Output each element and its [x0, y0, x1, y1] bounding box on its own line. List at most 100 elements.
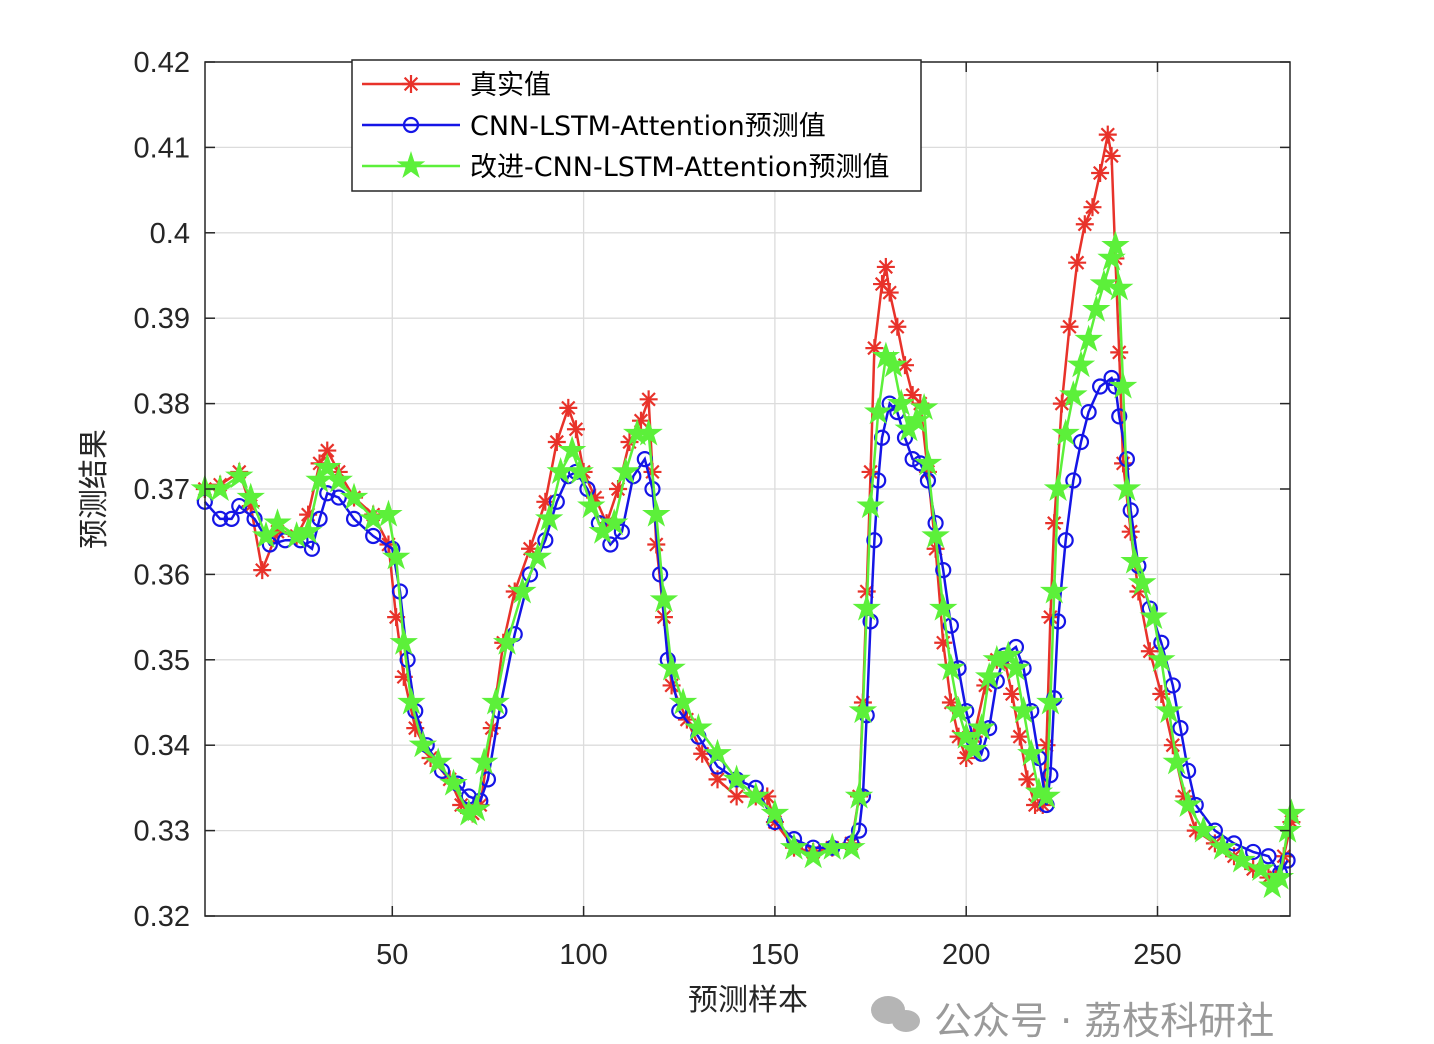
- data-point-star: [1036, 687, 1065, 715]
- data-point-star: [959, 734, 989, 762]
- data-point-star: [1105, 273, 1134, 301]
- data-point-asterisk: [1068, 253, 1087, 272]
- data-point-star: [760, 798, 790, 826]
- data-point-star: [534, 503, 564, 531]
- data-point-asterisk: [1102, 146, 1121, 165]
- data-point-star: [1112, 474, 1142, 502]
- data-point-star: [684, 713, 713, 741]
- data-point-circle: [345, 510, 363, 527]
- data-point-star: [936, 653, 966, 681]
- data-point-star: [668, 687, 698, 715]
- y-tick-label: 0.41: [134, 132, 190, 164]
- data-point-star: [1127, 567, 1157, 596]
- data-point-star: [1147, 644, 1176, 672]
- data-point-star: [1074, 324, 1103, 352]
- data-point-asterisk: [1110, 343, 1129, 362]
- data-point-asterisk: [880, 283, 899, 302]
- data-point-star: [913, 448, 943, 476]
- data-point-asterisk: [1018, 770, 1037, 789]
- legend-label: 改进-CNN-LSTM-Attention预测值: [470, 152, 889, 183]
- data-point-star: [634, 418, 663, 446]
- data-point-asterisk: [1003, 684, 1022, 703]
- data-point-star: [469, 747, 499, 775]
- data-point-star: [565, 456, 594, 484]
- data-point-asterisk: [888, 317, 907, 336]
- data-point-star: [1059, 380, 1088, 408]
- data-point-star: [1265, 862, 1295, 890]
- wechat-icon: [871, 996, 920, 1032]
- legend-marker-star-icon: [396, 151, 426, 179]
- x-tick-label: 150: [751, 939, 799, 971]
- data-point-circle: [1172, 720, 1189, 737]
- data-point-star: [225, 461, 254, 489]
- data-point-circle: [1103, 369, 1120, 387]
- y-tick-label: 0.36: [134, 559, 190, 591]
- data-point-star: [921, 521, 950, 549]
- watermark: 公众号 · 荔枝科研社: [871, 996, 1274, 1043]
- data-point-star: [236, 482, 265, 510]
- data-point-star: [1009, 696, 1038, 724]
- y-tick-label: 0.4: [150, 218, 190, 250]
- data-point-asterisk: [876, 257, 895, 276]
- legend-marker-circle-icon: [402, 116, 420, 134]
- watermark-text: 公众号 · 荔枝科研社: [934, 999, 1274, 1043]
- data-point-star: [1101, 230, 1130, 258]
- data-point-star: [263, 508, 292, 536]
- data-point-asterisk: [1091, 164, 1110, 183]
- data-point-star: [1189, 815, 1218, 843]
- data-point-star: [1039, 576, 1069, 604]
- data-point-star: [1173, 790, 1203, 818]
- data-point-circle: [709, 758, 726, 775]
- data-point-star: [848, 696, 878, 724]
- data-point-star: [492, 627, 522, 655]
- data-point-circle: [212, 510, 229, 527]
- data-point-star: [1043, 474, 1073, 502]
- data-point-asterisk: [1075, 215, 1094, 234]
- legend-item-1: 真实值: [362, 70, 551, 101]
- series-2: [196, 369, 1296, 882]
- data-point-circle: [1072, 433, 1090, 451]
- data-point-circle: [365, 527, 382, 545]
- legend-label: CNN-LSTM-Attention预测值: [470, 111, 826, 142]
- data-point-circle: [602, 536, 619, 553]
- data-point-asterisk: [1098, 125, 1117, 144]
- data-point-star: [657, 653, 686, 681]
- data-point-star: [462, 794, 491, 822]
- data-point-circle: [303, 540, 321, 557]
- data-point-star: [909, 392, 939, 420]
- data-point-star: [389, 627, 418, 655]
- data-point-star: [1032, 781, 1061, 809]
- data-point-star: [408, 730, 438, 758]
- data-point-star: [779, 832, 809, 860]
- data-point-star: [1227, 845, 1256, 873]
- data-point-star: [642, 499, 671, 527]
- data-point-star: [994, 640, 1023, 668]
- data-point-star: [649, 585, 679, 613]
- data-point-star: [856, 491, 885, 519]
- data-point-star: [863, 397, 893, 425]
- legend-item-2: CNN-LSTM-Attention预测值: [362, 111, 826, 142]
- data-point-star: [508, 576, 537, 604]
- data-point-star: [577, 491, 606, 519]
- data-point-star: [798, 841, 828, 869]
- x-tick-label: 200: [942, 939, 990, 971]
- legend-marker-asterisk-icon: [402, 75, 420, 93]
- data-point-star: [1082, 294, 1111, 322]
- series-3: [190, 230, 1306, 899]
- data-point-star: [837, 832, 866, 860]
- data-point-star: [1273, 815, 1302, 843]
- data-point-star: [1108, 371, 1138, 399]
- data-point-star: [703, 738, 732, 766]
- data-point-circle: [1042, 766, 1059, 784]
- data-point-star: [1001, 653, 1031, 681]
- data-point-star: [1139, 602, 1168, 630]
- data-point-star: [902, 405, 931, 433]
- data-point-asterisk: [1045, 514, 1064, 533]
- data-point-star: [944, 696, 973, 724]
- data-point-circle: [330, 489, 347, 506]
- x-tick-label: 250: [1133, 939, 1181, 971]
- data-point-circle: [223, 510, 240, 527]
- x-tick-label: 50: [376, 939, 408, 971]
- data-point-circle: [866, 532, 883, 549]
- data-point-circle: [1080, 404, 1097, 421]
